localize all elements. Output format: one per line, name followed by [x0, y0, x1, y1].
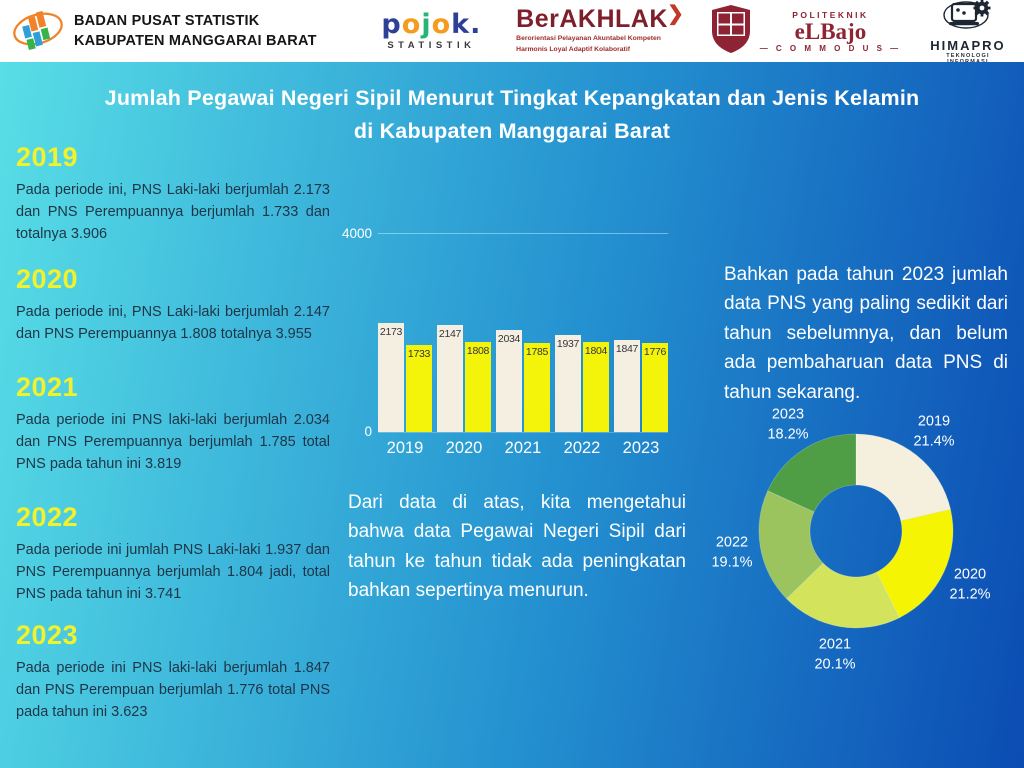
himapro-sub-label: TEKNOLOGI INFORMASI: [946, 52, 990, 65]
bar-perempuan-2021: 1785: [524, 343, 550, 432]
x-axis-labels: 2019 2020 2021 2022 2023: [378, 439, 668, 458]
pojok-letter: k: [451, 9, 471, 40]
bar-perempuan-2019: 1733: [406, 345, 432, 432]
bar-group-2023: 1847 1776: [614, 340, 668, 432]
elbajo-commodus-label: — C O M M O D U S —: [759, 43, 902, 53]
header: BADAN PUSAT STATISTIK KABUPATEN MANGGARA…: [0, 0, 1024, 65]
donut-label-2021: 2021 20.1%: [814, 636, 856, 673]
himapro-logo: HIMAPRO TEKNOLOGI INFORMASI: [926, 0, 1010, 65]
page-title: Jumlah Pegawai Negeri Sipil Menurut Ting…: [0, 62, 1024, 149]
year-description: Pada periode ini, PNS Laki-laki berjumla…: [16, 182, 330, 242]
x-axis-label-2021: 2021: [504, 439, 542, 457]
bar-group-2021: 2034 1785: [496, 330, 550, 432]
bps-name-line2: KABUPATEN MANGGARAI BARAT: [74, 33, 317, 49]
bar-chart: 4000 2173 1733 2147 1808 2034 1785 1937 1804 184…: [340, 224, 672, 464]
bar-laki-laki-2023: 1847: [614, 340, 640, 432]
analysis-note-middle: Dari data di atas, kita mengetahui bahwa…: [348, 492, 686, 602]
berakhlak-tagline-1: Berorientasi Pelayanan Akuntabel Kompete…: [516, 35, 661, 43]
bar-perempuan-2022: 1804: [583, 342, 609, 432]
bar-group-2019: 2173 1733: [378, 323, 432, 432]
year-description: Pada periode ini, PNS Laki-laki berjumla…: [16, 304, 330, 342]
bar-perempuan-2020: 1808: [465, 342, 491, 432]
himapro-laptop-gear-icon: [942, 0, 994, 36]
pojok-letter: o: [401, 9, 422, 40]
year-description: Pada periode ini PNS laki-laki berjumlah…: [16, 660, 330, 720]
bar-laki-laki-2019: 2173: [378, 323, 404, 432]
year-description: Pada periode ini jumlah PNS Laki-laki 1.…: [16, 542, 330, 602]
year-heading: 2023: [16, 620, 79, 650]
bar-laki-laki-2022: 1937: [555, 335, 581, 432]
donut-label-2019: 2019 21.4%: [913, 413, 955, 450]
year-description: Pada periode ini PNS laki-laki berjumlah…: [16, 412, 330, 472]
donut-label-2022: 2022 19.1%: [711, 534, 753, 571]
year-section-2022: 2022 Pada periode ini jumlah PNS Laki-lak…: [16, 502, 330, 605]
donut-slice-2021: [786, 562, 901, 629]
elbajo-name: eLBajo: [794, 18, 867, 44]
bar-group-2020: 2147 1808: [437, 325, 491, 432]
bar-plot-area: 2173 1733 2147 1808 2034 1785 1937 1804 1847 1776: [378, 233, 668, 433]
x-axis-label-2019: 2019: [386, 439, 424, 457]
bps-name-line1: BADAN PUSAT STATISTIK: [74, 12, 260, 29]
pojok-wordmark: pojok.: [381, 11, 481, 38]
bar-value-label: 2034: [497, 333, 521, 345]
bar-value-label: 1808: [466, 345, 490, 357]
donut-chart: 2019 21.4% 2020 21.2% 2021 20.1% 2022 19.1% 2023…: [696, 386, 1018, 678]
x-axis-label-2020: 2020: [445, 439, 483, 457]
himapro-name: HIMAPRO: [930, 37, 1006, 53]
pojok-statistik-logo: pojok. STATISTIK: [381, 11, 481, 51]
bar-laki-laki-2021: 2034: [496, 330, 522, 432]
page-title-line2: di Kabupaten Manggarai Barat: [353, 119, 671, 144]
donut-slice-2023: [767, 433, 857, 513]
bar-value-label: 1733: [407, 348, 431, 360]
y-axis-min-label: 0: [364, 424, 372, 439]
pojok-letter: .: [470, 9, 482, 40]
donut-slice-2019: [855, 433, 951, 522]
page-title-line1: Jumlah Pegawai Negeri Sipil Menurut Ting…: [104, 86, 920, 110]
elbajo-shield-icon: [709, 4, 753, 59]
bps-brand: BADAN PUSAT STATISTIK KABUPATEN MANGGARA…: [12, 6, 317, 57]
bar-value-label: 2147: [438, 328, 462, 340]
donut-label-2023: 2023 18.2%: [767, 406, 809, 443]
donut-svg: [758, 433, 954, 629]
pojok-letter: o: [431, 9, 452, 40]
elbajo-politeknik-label: POLITEKNIK: [792, 9, 869, 20]
year-heading: 2021: [16, 372, 79, 402]
berakhlak-logo: BerAKHLAK ❯ Berorientasi Pelayanan Akunt…: [516, 3, 684, 54]
bar-value-label: 1847: [615, 343, 639, 355]
bar-value-label: 1937: [556, 338, 580, 350]
year-heading: 2020: [16, 264, 79, 294]
year-section-2020: 2020 Pada periode ini, PNS Laki-laki berj…: [16, 264, 330, 346]
x-axis-label-2022: 2022: [563, 439, 601, 457]
donut-label-2020: 2020 21.2%: [949, 566, 991, 603]
x-axis-label-2023: 2023: [622, 439, 660, 457]
year-section-2019: 2019 Pada periode ini, PNS Laki-laki berj…: [16, 142, 330, 245]
bar-value-label: 1785: [525, 346, 549, 358]
gridline-4000: [378, 233, 668, 234]
year-section-2021: 2021 Pada periode ini PNS laki-laki berju…: [16, 372, 330, 475]
bar-value-label: 1776: [643, 346, 667, 358]
year-heading: 2019: [16, 142, 79, 172]
pojok-letter: p: [381, 9, 402, 40]
bar-value-label: 2173: [379, 326, 403, 338]
berakhlak-tagline-2: Harmonis Loyal Adaptif Kolaboratif: [516, 45, 630, 53]
bar-perempuan-2023: 1776: [642, 343, 668, 432]
infographic-body: Jumlah Pegawai Negeri Sipil Menurut Ting…: [0, 62, 1024, 768]
bar-laki-laki-2020: 2147: [437, 325, 463, 432]
donut-slice-2020: [876, 508, 954, 619]
donut-slice-2022: [758, 490, 824, 600]
analysis-note-right: Bahkan pada tahun 2023 jumlah data PNS y…: [724, 264, 1008, 403]
elbajo-logo: POLITEKNIK eLBajo — C O M M O D U S —: [709, 4, 901, 59]
bps-logo-icon: [12, 6, 64, 57]
pojok-sub-label: STATISTIK: [387, 40, 476, 51]
bar-group-2022: 1937 1804: [555, 335, 609, 432]
y-axis-max-label: 4000: [341, 226, 372, 241]
year-section-2023: 2023 Pada periode ini PNS laki-laki berju…: [16, 620, 330, 723]
pojok-letter: j: [421, 9, 432, 40]
year-heading: 2022: [16, 502, 79, 532]
berakhlak-arrow-icon: ❯: [667, 3, 684, 26]
bar-value-label: 1804: [584, 345, 608, 357]
berakhlak-title: BerAKHLAK: [516, 5, 668, 34]
